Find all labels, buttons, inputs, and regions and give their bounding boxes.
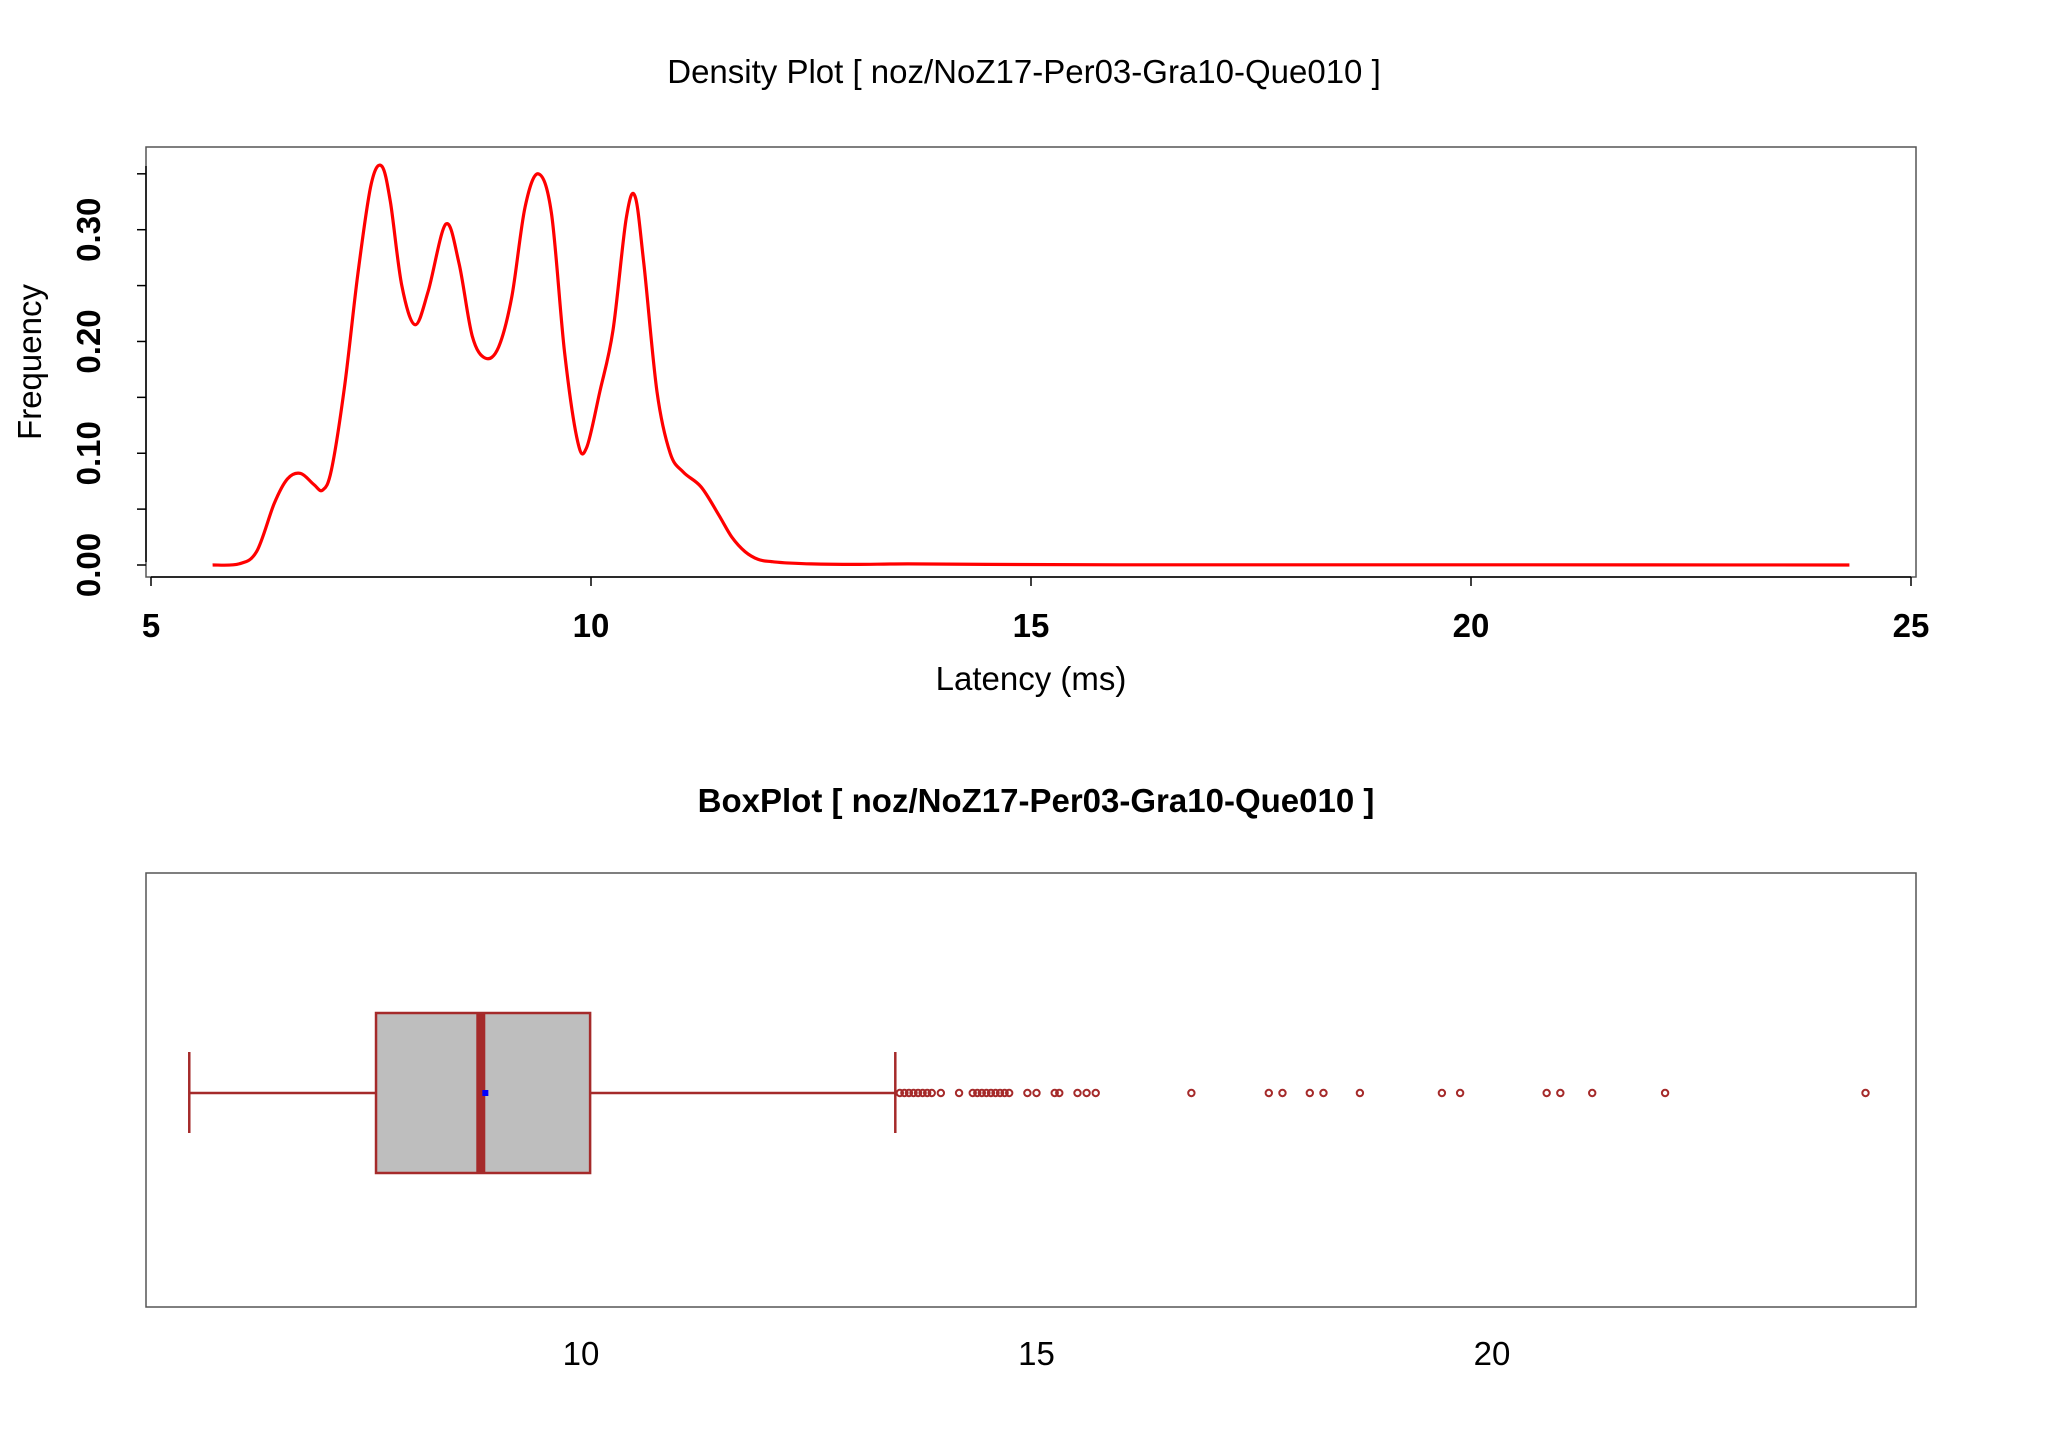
- boxplot-outlier-point: [1050, 1088, 1059, 1098]
- boxplot-outlier-point: [982, 1088, 991, 1098]
- boxplot-outlier-point: [995, 1088, 1005, 1098]
- boxplot-title: BoxPlot [ noz/NoZ17-Per03-Gra10-Que010 ]: [698, 782, 1375, 819]
- density-y-tick-label: 0.30: [70, 198, 107, 262]
- density-y-label: Frequency: [11, 284, 48, 440]
- boxplot-outlier-point: [954, 1088, 964, 1098]
- boxplot-outlier-point: [1556, 1088, 1565, 1098]
- boxplot-outlier-point: [1319, 1088, 1328, 1098]
- boxplot-outlier-point: [1660, 1088, 1670, 1098]
- density-y-tick-label: 0.00: [70, 533, 107, 597]
- boxplot-outlier-point: [973, 1088, 982, 1098]
- boxplot-outlier-point: [1032, 1088, 1041, 1098]
- boxplot-outlier-point: [1355, 1088, 1365, 1098]
- boxplot-elements: [188, 1011, 897, 1175]
- density-plot-frame: [145, 146, 1917, 578]
- boxplot-outlier-point: [1073, 1088, 1082, 1098]
- density-x-tick-label: 15: [1013, 607, 1050, 644]
- boxplot-outlier-point: [895, 1088, 905, 1098]
- boxplot-x-tick-label: 10: [563, 1335, 600, 1372]
- boxplot-outlier-point: [968, 1088, 977, 1098]
- boxplot-outlier-point: [1588, 1088, 1597, 1098]
- density-x-tick-label: 5: [142, 607, 160, 644]
- boxplot-outlier-point: [936, 1088, 946, 1098]
- density-title: Density Plot [ noz/NoZ17-Per03-Gra10-Que…: [667, 53, 1381, 90]
- density-y-tick-label: 0.20: [70, 309, 107, 373]
- density-plot: Density Plot [ noz/NoZ17-Per03-Gra10-Que…: [11, 53, 1929, 697]
- density-x-tick-label: 20: [1453, 607, 1490, 644]
- boxplot-outlier-point: [1437, 1088, 1447, 1098]
- boxplot-x-tick-label: 20: [1474, 1335, 1511, 1372]
- density-series-line: [212, 163, 1850, 567]
- boxplot-outlier-point: [1187, 1088, 1196, 1098]
- density-y-ticks: 0.00 0.10 0.20 0.30: [70, 173, 146, 597]
- boxplot-outlier-point: [1455, 1088, 1465, 1098]
- boxplot-outlier-point: [1082, 1088, 1091, 1098]
- boxplot-x-ticks: 10 15 20: [563, 1335, 1511, 1372]
- boxplot-outlier-point: [909, 1088, 918, 1098]
- boxplot-outlier-point: [913, 1088, 923, 1098]
- boxplot-outlier-point: [1000, 1088, 1009, 1098]
- density-y-tick-label: 0.10: [70, 421, 107, 485]
- boxplot-outlier-point: [1278, 1088, 1287, 1098]
- boxplot-outlier-point: [1023, 1088, 1032, 1098]
- box-plot: BoxPlot [ noz/NoZ17-Per03-Gra10-Que010 ]…: [145, 782, 1917, 1372]
- boxplot-outlier-point: [927, 1088, 936, 1098]
- boxplot-mean-marker: [482, 1090, 489, 1096]
- boxplot-outlier-point: [991, 1088, 1000, 1098]
- density-x-ticks: 5 10 15 20 25: [142, 577, 1930, 644]
- boxplot-outlier-point: [904, 1088, 914, 1098]
- boxplot-outlier-point: [1861, 1088, 1870, 1098]
- boxplot-outlier-point: [1091, 1088, 1100, 1098]
- boxplot-outliers: [895, 1088, 1870, 1098]
- density-x-label: Latency (ms): [936, 660, 1127, 697]
- boxplot-outlier-point: [1264, 1088, 1274, 1098]
- boxplot-outlier-point: [1004, 1088, 1014, 1098]
- boxplot-outlier-point: [986, 1088, 996, 1098]
- boxplot-outlier-point: [922, 1088, 932, 1098]
- boxplot-outlier-point: [1055, 1088, 1064, 1098]
- density-x-tick-label: 25: [1893, 607, 1930, 644]
- boxplot-outlier-point: [1542, 1088, 1551, 1098]
- boxplot-outlier-point: [918, 1088, 927, 1098]
- boxplot-frame: [145, 872, 1917, 1308]
- boxplot-outlier-point: [977, 1088, 987, 1098]
- boxplot-outlier-point: [900, 1088, 909, 1098]
- density-x-tick-label: 10: [573, 607, 610, 644]
- boxplot-x-tick-label: 15: [1018, 1335, 1055, 1372]
- boxplot-outlier-point: [1305, 1088, 1315, 1098]
